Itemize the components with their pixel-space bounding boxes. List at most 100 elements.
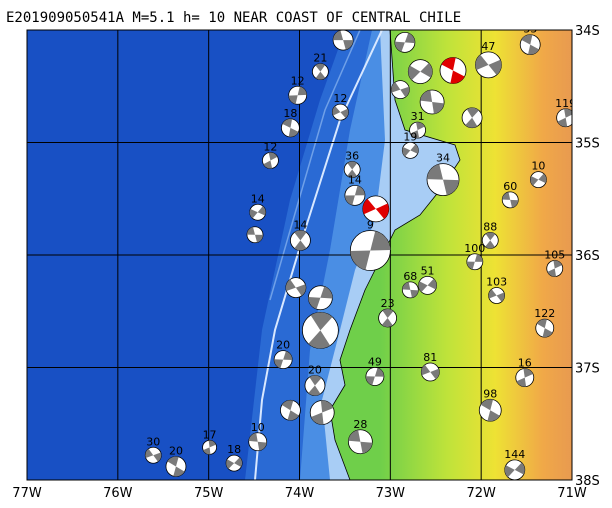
depth-label: 119 — [555, 97, 576, 110]
beachball-quadrant — [347, 169, 357, 178]
beachball-quadrant — [362, 198, 376, 215]
map-title: E201909050541A M=5.1 h= 10 NEAR COAST OF… — [6, 10, 461, 26]
beachball — [246, 226, 264, 244]
beachball-quadrant — [466, 261, 475, 270]
y-tick-label: 37S — [575, 362, 600, 377]
beachball-quadrant — [547, 268, 557, 277]
beachball — [331, 103, 349, 121]
beachball-quadrant — [332, 106, 341, 116]
beachball — [344, 184, 366, 206]
beachball — [407, 59, 433, 85]
beachball — [262, 152, 279, 169]
x-tick-label: 71W — [557, 486, 587, 501]
beachball-quadrant — [404, 32, 415, 44]
beachball-quadrant — [333, 30, 344, 41]
beachball — [304, 375, 326, 396]
depth-label: 51 — [421, 264, 435, 277]
beachball-quadrant — [382, 309, 394, 318]
beachball — [439, 57, 467, 84]
beachball — [347, 429, 373, 455]
beachball — [248, 432, 268, 452]
beachball-quadrant — [557, 117, 568, 127]
beachball-quadrant — [553, 260, 563, 269]
beachball-quadrant — [408, 65, 421, 81]
beachball-quadrant — [295, 284, 306, 296]
depth-label: 12 — [333, 92, 347, 105]
beachball-quadrant — [430, 368, 440, 380]
beachball — [461, 107, 483, 129]
beachball — [365, 367, 385, 386]
beachball-quadrant — [360, 441, 373, 454]
depth-label: 9 — [367, 219, 374, 232]
depth-label: 16 — [518, 357, 532, 370]
beachball-quadrant — [294, 230, 307, 241]
beachball — [362, 195, 390, 223]
y-tick-label: 35S — [575, 137, 600, 152]
beachball-quadrant — [344, 195, 355, 206]
depth-label: 28 — [353, 418, 367, 431]
beachball — [332, 30, 354, 51]
map-frame — [26, 29, 573, 481]
beachball-quadrant — [474, 254, 483, 262]
beachball-quadrant — [510, 199, 519, 208]
beachball-quadrant — [400, 86, 410, 98]
beachball — [419, 89, 445, 115]
beachball — [418, 275, 437, 295]
beachball — [478, 398, 502, 422]
x-tick-label: 76W — [103, 486, 133, 501]
beachball — [394, 31, 416, 53]
beachball-quadrant — [465, 117, 478, 128]
depth-label: 33 — [523, 23, 537, 36]
beachball-quadrant — [208, 440, 217, 448]
beachball-quadrant — [502, 192, 511, 200]
beachball — [504, 459, 526, 480]
depth-label: 14 — [348, 173, 362, 186]
beachball-quadrant — [365, 376, 375, 386]
beachball — [249, 203, 267, 221]
beachball — [501, 191, 519, 209]
depth-label: 100 — [464, 242, 485, 255]
beachball-quadrant — [348, 429, 361, 442]
depth-label: 103 — [486, 276, 507, 289]
events: 2 21 12 12 18 12 14 14 9 31 19 34 36 14 47 33 119 10 60 88 1… — [144, 20, 576, 480]
depth-label: 88 — [483, 220, 497, 233]
depth-label: 18 — [283, 107, 297, 120]
beachball — [535, 318, 555, 338]
depth-label: 47 — [481, 40, 495, 53]
depth-label: 98 — [483, 387, 497, 400]
beachball — [273, 350, 293, 370]
depth-label: 31 — [411, 110, 425, 123]
beachball-quadrant — [274, 359, 284, 369]
beachball — [466, 253, 484, 271]
depth-label: 39 — [398, 20, 412, 33]
beachball-quadrant — [310, 312, 333, 331]
depth-label: 105 — [544, 249, 565, 262]
beachball-quadrant — [427, 164, 444, 180]
beachball-quadrant — [487, 410, 500, 422]
beachball-quadrant — [283, 351, 293, 361]
beachball-quadrant — [347, 161, 358, 170]
beachball-quadrant — [420, 90, 433, 102]
beachball — [202, 439, 217, 455]
beachball-quadrant — [294, 240, 307, 251]
depth-label: 23 — [381, 297, 395, 310]
beachball-quadrant — [504, 465, 515, 478]
beachball-quadrant — [354, 185, 365, 196]
beachball — [285, 277, 307, 299]
beachball-quadrant — [410, 130, 420, 139]
beachball — [343, 161, 361, 178]
depth-label: 20 — [169, 445, 183, 458]
depth-label: 30 — [146, 435, 160, 448]
beachball-quadrant — [311, 412, 324, 425]
x-tick-label: 72W — [466, 486, 496, 501]
beachball-quadrant — [564, 108, 572, 118]
beachball-quadrant — [343, 40, 354, 50]
beachball-quadrant — [167, 456, 179, 467]
beachball — [349, 230, 391, 271]
beachball-quadrant — [309, 375, 322, 386]
beachball — [288, 85, 308, 105]
beachball-quadrant — [516, 377, 527, 387]
beachball-quadrant — [340, 108, 349, 119]
beachball — [281, 118, 300, 138]
